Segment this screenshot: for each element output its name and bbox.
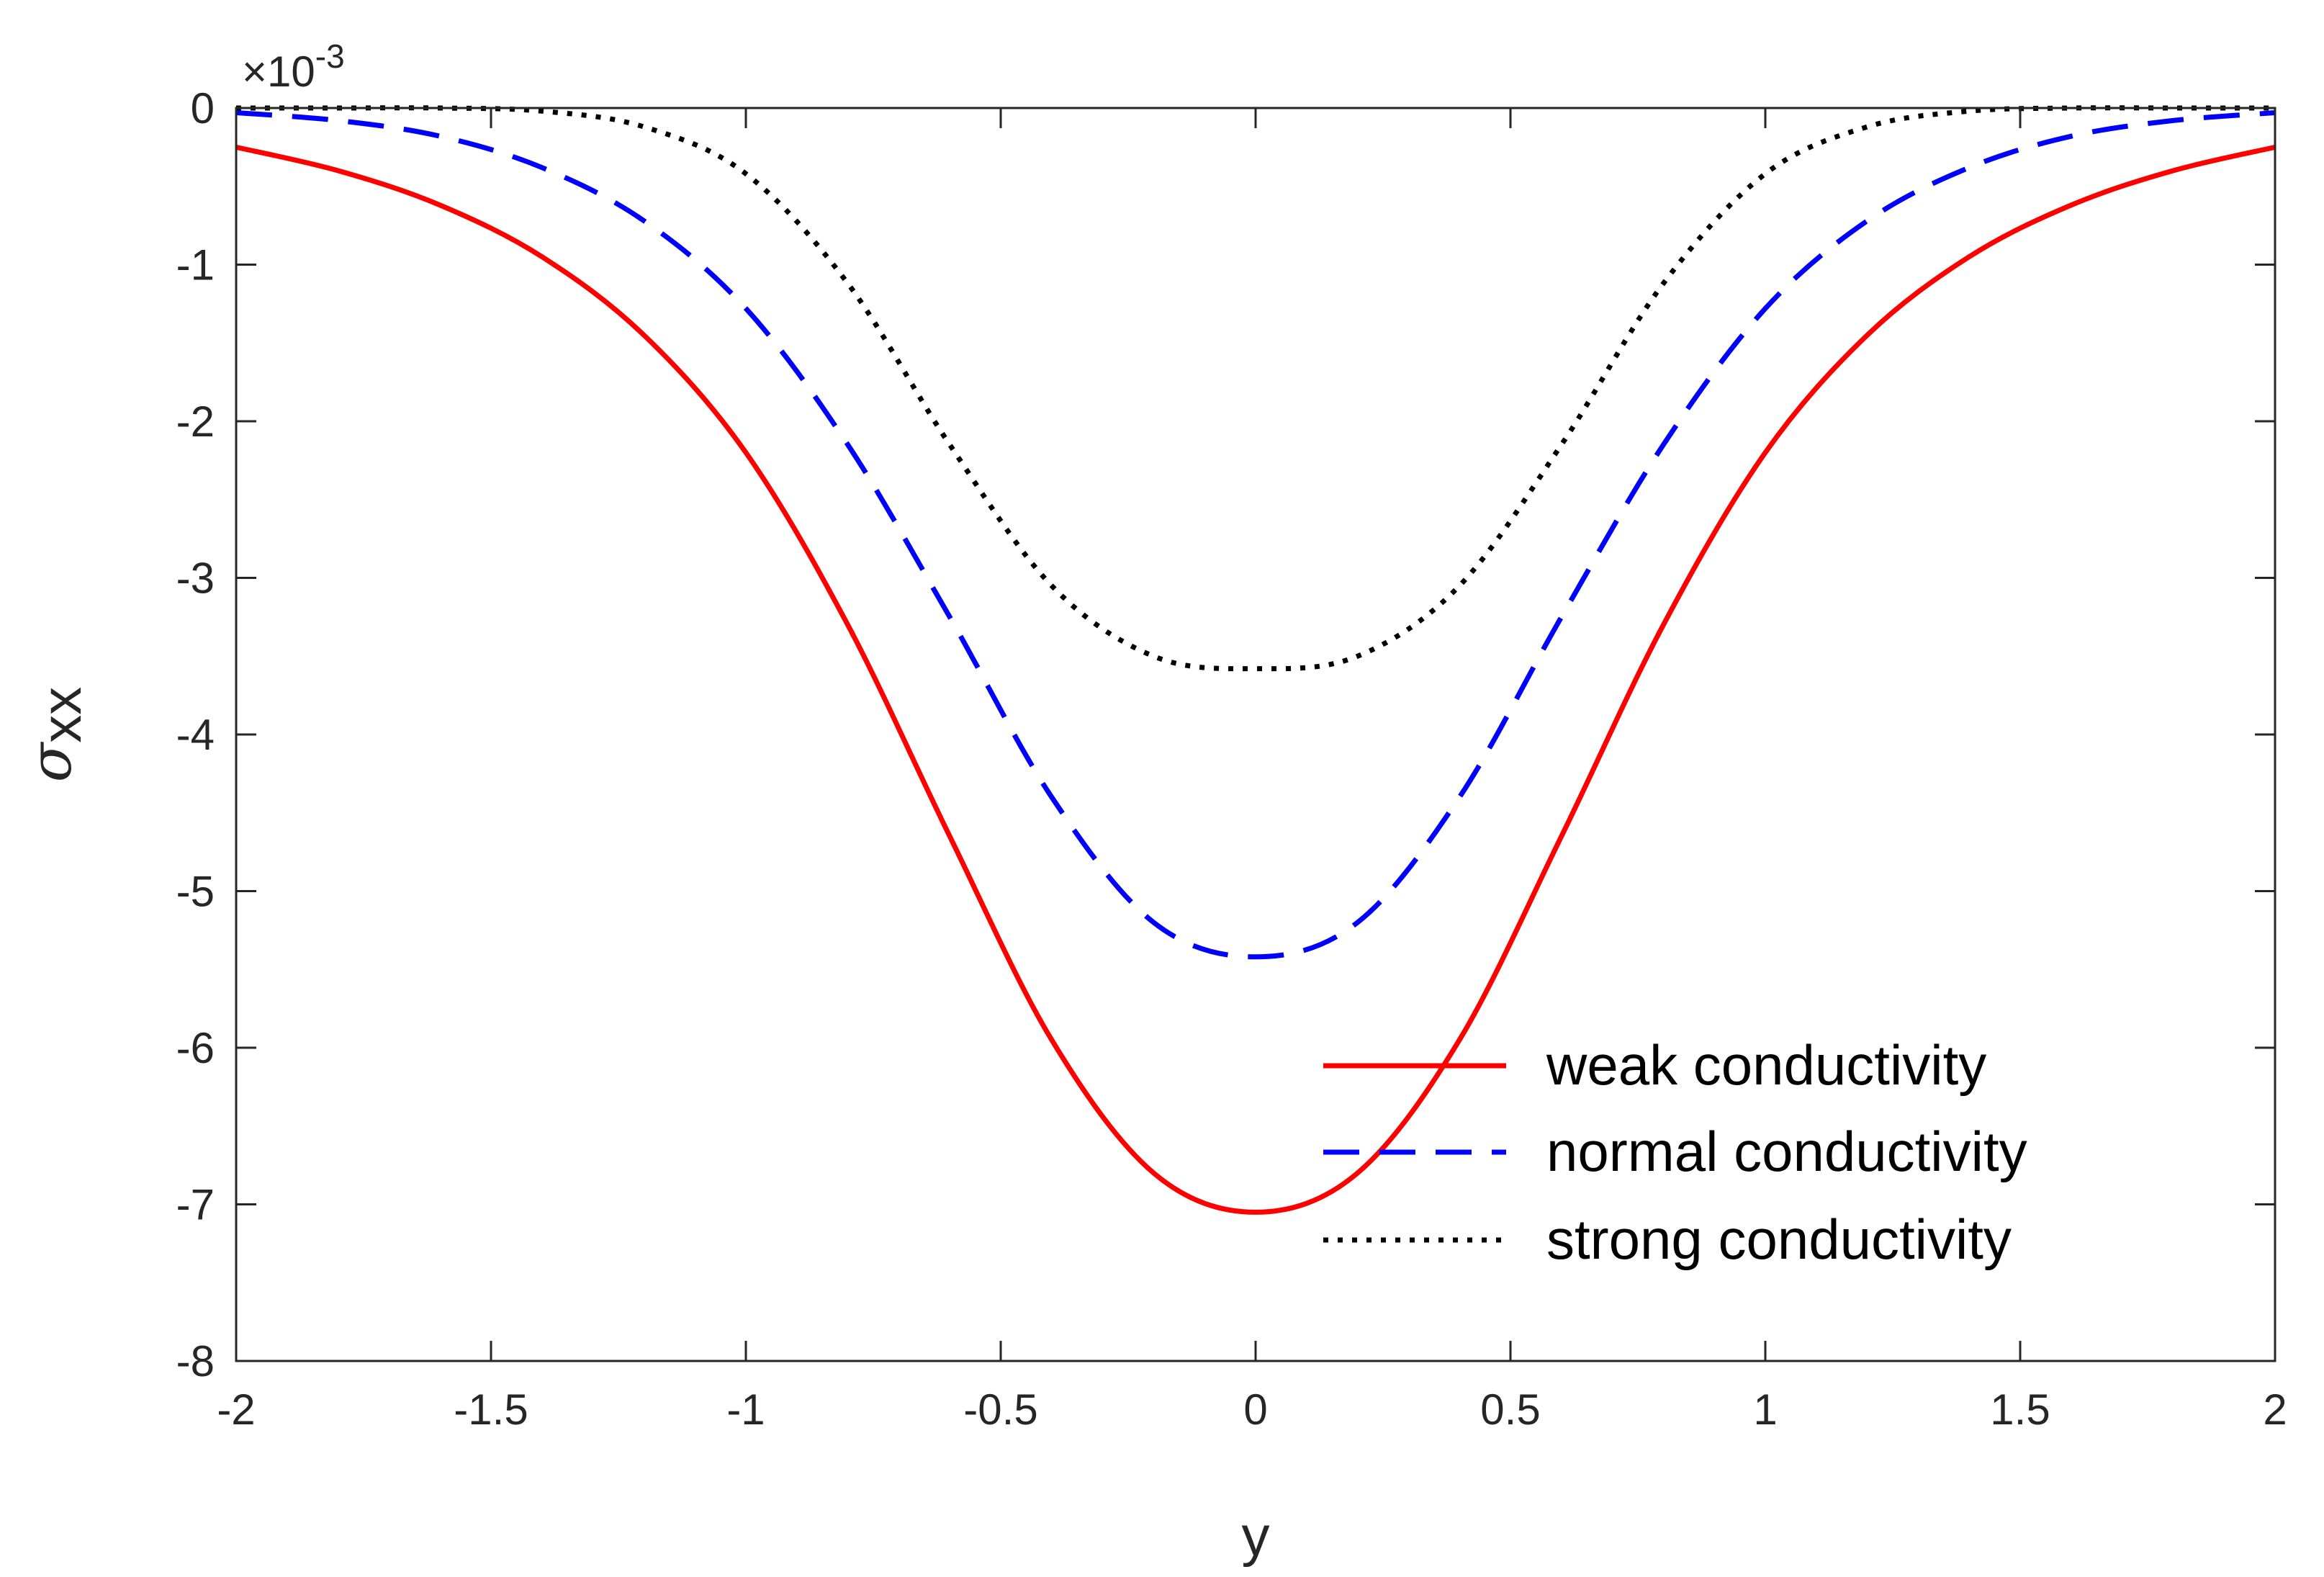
series-normal-conductivity [235,110,2276,960]
legend-label-weak: weak conductivity [1546,1033,1986,1097]
y-tick-label: -6 [176,1024,215,1072]
x-tick-label: 0 [1243,1385,1267,1434]
series-weak-conductivity [235,144,2276,1215]
legend-label-strong: strong conductivity [1546,1208,2012,1271]
y-axis-subscript: xx [30,687,93,743]
x-tick-label: 2 [2263,1385,2287,1434]
y-tick-label: -3 [176,554,215,603]
x-tick-label: -0.5 [963,1385,1037,1434]
x-tick-label: 1 [1753,1385,1777,1434]
y-axis-symbol: σ [17,741,84,782]
x-tick-label: 1.5 [1990,1385,2050,1434]
x-axis-title: y [1242,1504,1270,1568]
series-strong-conductivity [235,105,2275,672]
svg-text:σxx: σxx [17,687,93,783]
y-tick-label: -5 [176,868,215,916]
y-multiplier-exponent: -3 [315,37,345,75]
y-tick-label: -8 [176,1337,215,1385]
x-tick-label: 0.5 [1480,1385,1540,1434]
x-tick-label: -2 [217,1385,255,1434]
y-tick-label: -1 [176,241,215,289]
y-multiplier: ×10-3 [242,37,345,96]
legend-label-normal: normal conductivity [1546,1120,2027,1183]
y-tick-label: -2 [176,397,215,446]
y-axis-title: σxx [17,687,93,783]
y-tick-label: 0 [191,84,215,132]
y-tick-label: -7 [176,1181,215,1229]
legend: weak conductivity normal conductivity st… [1323,1033,2027,1271]
tick-layer: -2 -1.5 -1 -0.5 0 0.5 1 1.5 2 0 -1 -2 -3 -4 -5 -6 -7 -8 [176,84,2287,1434]
y-tick-label: -4 [176,711,215,759]
series-layer [235,105,2276,1215]
x-tick-label: -1 [726,1385,765,1434]
x-tick-label: -1.5 [454,1385,528,1434]
